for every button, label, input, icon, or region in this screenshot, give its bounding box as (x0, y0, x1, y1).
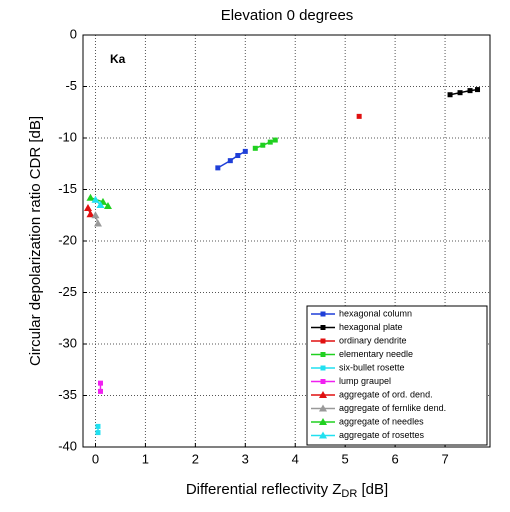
legend-label: hexagonal column (339, 308, 412, 318)
legend-label: six-bullet rosette (339, 362, 405, 372)
x-tick-label: 4 (292, 451, 299, 466)
marker (97, 380, 103, 386)
marker (320, 352, 326, 357)
legend: hexagonal column hexagonal plate ordinary … (306, 305, 488, 446)
x-label-text: Differential reflectivity Z (186, 481, 342, 498)
legend-label: aggregate of needles (339, 416, 424, 426)
marker (320, 338, 326, 344)
x-tick-label: 2 (192, 451, 199, 466)
x-tick-label: 0 (92, 451, 99, 466)
marker (319, 404, 327, 412)
x-tick-label: 5 (342, 451, 349, 466)
marker (91, 211, 100, 219)
marker (319, 431, 327, 439)
x-tick-label: 1 (142, 451, 149, 466)
legend-label: aggregate of fernlike dend. (339, 403, 446, 413)
y-tick-label: -40 (58, 438, 77, 453)
marker (242, 148, 248, 154)
plot-frame (82, 34, 491, 448)
legend-label: aggregate of ord. dend. (339, 389, 433, 399)
marker (95, 423, 101, 429)
y-tick-label: -30 (58, 335, 77, 350)
chart-title: Elevation 0 degrees (221, 7, 354, 24)
marker (97, 388, 103, 394)
marker (96, 200, 105, 208)
marker (86, 193, 95, 201)
marker (272, 137, 278, 143)
marker (320, 365, 326, 371)
marker (319, 391, 327, 398)
marker (252, 145, 258, 151)
marker (320, 311, 326, 317)
y-tick-label: 0 (70, 26, 77, 41)
marker (103, 201, 112, 209)
y-tick-label: -5 (65, 78, 77, 93)
marker (83, 204, 92, 212)
legend-label: aggregate of rosettes (339, 430, 425, 440)
marker (93, 219, 102, 227)
marker (467, 88, 473, 94)
marker (320, 379, 326, 384)
y-tick-label: -25 (58, 284, 77, 299)
marker (235, 153, 241, 159)
marker (95, 430, 101, 436)
x-tick-label: 7 (441, 451, 448, 466)
marker (267, 139, 273, 145)
marker (260, 142, 266, 148)
x-label-end: [dB] (357, 481, 388, 498)
x-axis-label: Differential reflectivity ZDR [dB] (186, 481, 388, 500)
legend-label: lump graupel (339, 376, 391, 386)
marker (475, 87, 481, 93)
y-tick-label: -35 (58, 387, 77, 402)
y-tick-label: -10 (58, 129, 77, 144)
annotation: Ka (110, 52, 126, 66)
legend-label: hexagonal plate (339, 322, 403, 332)
series-line (449, 88, 478, 96)
y-axis-label: Circular depolarization ratio CDR [dB] (27, 116, 44, 366)
marker (215, 165, 221, 171)
y-tick-label: -20 (58, 232, 77, 247)
marker (86, 210, 95, 218)
x-label-sub: DR (341, 488, 357, 500)
legend-label: ordinary dendrite (339, 335, 407, 345)
marker (227, 158, 233, 164)
marker (320, 325, 326, 330)
marker (457, 90, 463, 96)
x-tick-label: 3 (242, 451, 249, 466)
series-line (217, 150, 246, 169)
marker (91, 195, 100, 203)
marker (319, 418, 327, 425)
y-tick-label: -15 (58, 181, 77, 196)
marker (447, 92, 453, 98)
x-tick-label: 6 (391, 451, 398, 466)
legend-label: elementary needle (339, 349, 413, 359)
marker (356, 113, 362, 119)
legend-box (306, 305, 488, 446)
